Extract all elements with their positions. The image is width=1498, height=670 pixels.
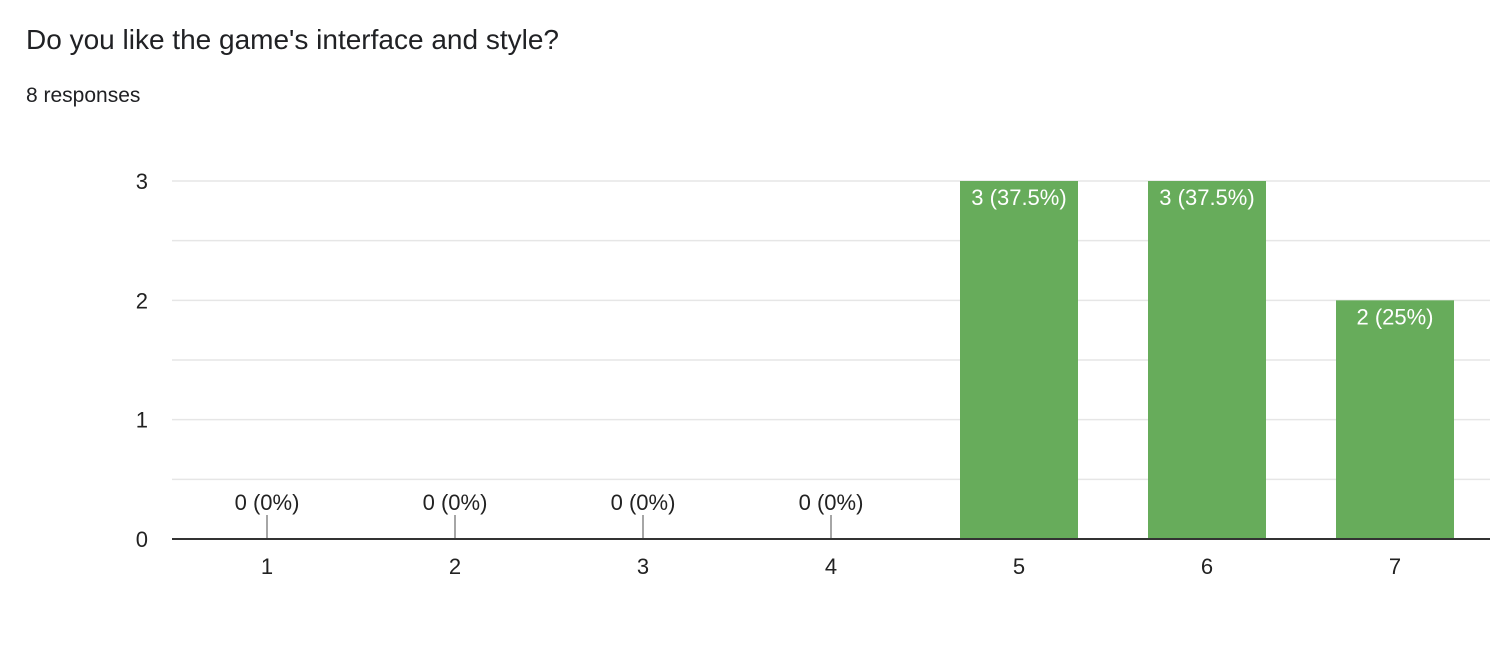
x-tick-label: 7 <box>1389 554 1401 579</box>
bar-data-label: 0 (0%) <box>423 490 488 515</box>
question-title: Do you like the game's interface and sty… <box>26 24 559 55</box>
x-tick-label: 5 <box>1013 554 1025 579</box>
bar <box>960 181 1078 539</box>
bar <box>1148 181 1266 539</box>
bar-data-label: 3 (37.5%) <box>971 185 1066 210</box>
responses-count: 8 responses <box>26 84 141 107</box>
bar-data-label: 0 (0%) <box>235 490 300 515</box>
y-tick-label: 1 <box>136 408 148 433</box>
y-tick-label: 0 <box>136 527 148 552</box>
x-tick-label: 1 <box>261 554 273 579</box>
y-tick-label: 3 <box>136 169 148 194</box>
bar-data-label: 0 (0%) <box>799 490 864 515</box>
x-tick-label: 4 <box>825 554 837 579</box>
bar-data-label: 0 (0%) <box>611 490 676 515</box>
x-tick-label: 3 <box>637 554 649 579</box>
x-tick-label: 2 <box>449 554 461 579</box>
y-tick-label: 2 <box>136 288 148 313</box>
bar-data-label: 2 (25%) <box>1356 304 1433 329</box>
bar-data-label: 3 (37.5%) <box>1159 185 1254 210</box>
x-tick-label: 6 <box>1201 554 1213 579</box>
bar <box>1336 300 1454 539</box>
